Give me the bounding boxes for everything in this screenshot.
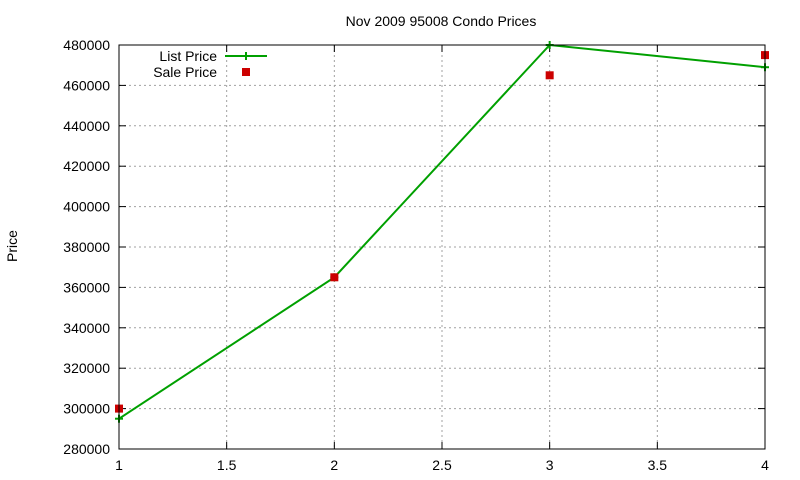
y-tick-label: 440000 (63, 118, 110, 134)
axis-ticks: 280000 300000 320000 340000 360000 380000 4000… (63, 37, 769, 473)
x-tick-label: 1 (115, 457, 123, 473)
x-tick-label: 2.5 (432, 457, 452, 473)
y-tick-label: 480000 (63, 37, 110, 53)
y-tick-label: 380000 (63, 239, 110, 255)
y-tick-label: 460000 (63, 77, 110, 93)
plot-frame (118, 44, 766, 450)
sale-price-point (330, 273, 339, 282)
x-tick-label: 2 (330, 457, 338, 473)
y-tick-label: 320000 (63, 360, 110, 376)
x-tick-label: 1.5 (217, 457, 237, 473)
y-tick-label: 420000 (63, 158, 110, 174)
x-tick-label: 3 (546, 457, 554, 473)
legend-label: Sale Price (153, 64, 217, 80)
legend-swatch-square (242, 68, 250, 76)
y-tick-label: 300000 (63, 401, 110, 417)
x-tick-label: 4 (761, 457, 769, 473)
legend-label: List Price (159, 48, 217, 64)
sale-price-point (545, 71, 554, 80)
y-tick-label: 400000 (63, 199, 110, 215)
chart-title: Nov 2009 95008 Condo Prices (346, 13, 537, 29)
y-tick-label: 280000 (63, 441, 110, 457)
grid-lines (119, 45, 765, 449)
x-tick-label: 3.5 (648, 457, 668, 473)
list-price-line (118, 43, 766, 420)
y-axis-label: Price (4, 230, 20, 262)
y-tick-label: 340000 (63, 320, 110, 336)
y-tick-label: 360000 (63, 279, 110, 295)
